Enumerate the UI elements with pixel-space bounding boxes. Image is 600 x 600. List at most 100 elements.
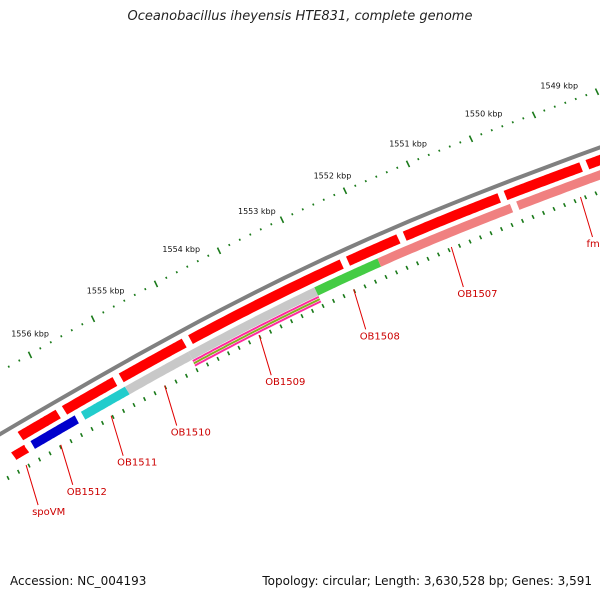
gene-block: [11, 444, 30, 460]
outer-tick: [186, 265, 189, 268]
outer-tick: [216, 247, 222, 255]
outer-tick: [196, 259, 199, 263]
outer-tick: [522, 117, 525, 120]
accession-text: Accession: NC_004193: [10, 574, 147, 588]
inner-tick: [363, 284, 367, 289]
inner-tick: [268, 329, 273, 334]
outer-tick: [279, 216, 285, 224]
gene-callout: [110, 415, 124, 456]
inner-tick: [384, 274, 388, 280]
gene-label: OB1507: [457, 289, 497, 300]
outer-tick: [553, 105, 556, 108]
outer-tick: [427, 153, 430, 157]
kbp-label: 1550 kbp: [465, 110, 503, 119]
outer-tick: [123, 299, 126, 302]
gene-block: [188, 287, 319, 360]
outer-tick: [490, 128, 493, 132]
gene-callout: [25, 464, 39, 506]
inner-tick: [426, 256, 430, 262]
outer-tick: [531, 111, 537, 119]
outer-tick: [375, 175, 378, 178]
outer-tick: [333, 193, 336, 197]
outer-tick: [228, 243, 231, 247]
outer-tick: [49, 341, 52, 344]
backbone-line: [0, 145, 600, 437]
gene-block: [377, 203, 514, 267]
genome-backbone: [0, 145, 600, 437]
outer-tick: [291, 213, 294, 216]
outer-tick: [153, 280, 159, 288]
gene-labels: fmt OB1507 OB1508 OB1509 OB1510 OB1511 OB1512s…: [25, 196, 600, 518]
outer-tick: [70, 328, 73, 332]
gene-label: OB1509: [265, 377, 305, 388]
kbp-label: 1551 kbp: [389, 139, 427, 148]
gene-callout: [60, 444, 74, 485]
outer-tick: [585, 93, 588, 97]
inner-tick: [6, 475, 10, 481]
inner-tick: [226, 351, 231, 356]
outer-tick: [144, 287, 147, 291]
outer-tick: [165, 276, 168, 280]
genome-summary-text: Topology: circular; Length: 3,630,528 bp…: [262, 574, 592, 588]
outer-tick: [81, 323, 84, 326]
outer-tick: [501, 125, 504, 128]
inner-tick: [394, 270, 399, 275]
feature-lane: [192, 295, 320, 362]
inner-gc-ticks: [6, 191, 598, 481]
inner-tick: [447, 247, 451, 253]
outer-tick: [354, 184, 357, 187]
outer-tick: [90, 315, 96, 323]
feature-lane: [193, 298, 321, 365]
inner-tick: [111, 414, 115, 420]
outer-tick: [543, 109, 546, 112]
outer-tick: [574, 97, 577, 101]
inner-tick: [216, 356, 220, 362]
outer-tick: [259, 228, 262, 231]
outer-tick: [594, 88, 600, 96]
inner-tick: [237, 345, 241, 350]
inner-tick: [37, 457, 42, 462]
outer-tick: [7, 365, 10, 368]
inner-tick: [279, 324, 283, 329]
feature-lane: [194, 300, 322, 367]
outer-tick: [312, 203, 315, 206]
gene-block: [516, 170, 600, 210]
inner-tick: [132, 402, 136, 408]
outer-tick: [459, 141, 462, 144]
inner-tick: [415, 261, 420, 266]
inner-tick: [531, 214, 535, 220]
outer-tick: [564, 101, 567, 105]
gene-callout: [580, 196, 593, 238]
outer-tick: [175, 270, 178, 274]
kbp-label: 1549 kbp: [540, 81, 578, 90]
outer-tick: [322, 198, 325, 201]
gene-label: fmt: [586, 239, 600, 250]
inner-tick: [331, 298, 336, 304]
inner-tick: [499, 226, 504, 232]
gene-label: OB1508: [360, 331, 400, 342]
inner-tick: [121, 408, 126, 414]
inner-tick: [247, 340, 252, 345]
outer-tick: [405, 160, 411, 168]
forward-cds-block: [503, 162, 583, 201]
inner-tick: [520, 218, 525, 224]
inner-tick: [184, 373, 189, 378]
inner-tick: [174, 379, 178, 384]
forward-cds-block: [345, 234, 401, 266]
gene-label: spoVM: [32, 507, 65, 518]
outer-tick: [112, 305, 115, 308]
inner-tick: [195, 367, 199, 373]
inner-tick: [16, 469, 21, 474]
inner-tick: [142, 396, 147, 402]
gene-block: [30, 415, 79, 449]
inner-tick: [573, 198, 577, 204]
outer-tick: [480, 133, 483, 136]
inner-tick: [478, 235, 483, 240]
outer-tick: [102, 311, 105, 314]
outer-tick: [417, 157, 420, 161]
forward-cds-block: [61, 377, 118, 415]
inner-tick: [405, 265, 409, 270]
kbp-label: 1555 kbp: [87, 286, 125, 295]
gene-callout: [164, 385, 178, 426]
inner-tick: [510, 222, 514, 228]
